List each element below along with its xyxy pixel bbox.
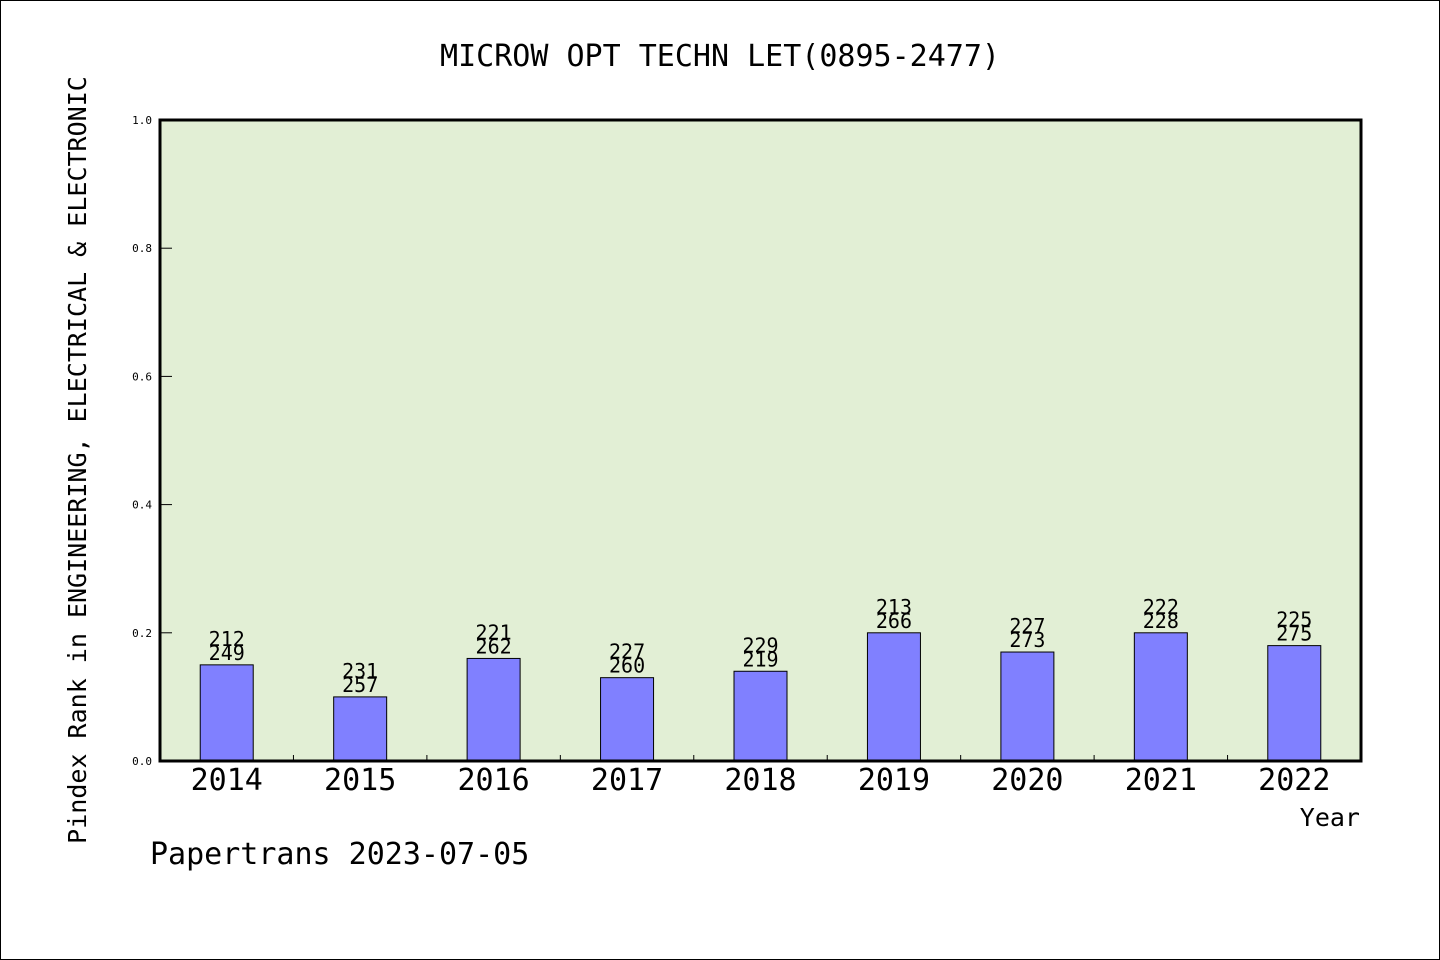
bar-label-bottom: 257 [342, 673, 378, 697]
y-tick-label: 0.8 [132, 242, 152, 255]
bar [600, 677, 655, 762]
bar [466, 657, 521, 762]
bar-label-top: 213 [876, 595, 912, 619]
y-axis: 0.0 0.2 0.4 0.6 0.8 1.0 [132, 114, 172, 768]
bar-label-top: 229 [742, 633, 778, 657]
x-tick-label: 2014 [191, 763, 263, 798]
bar-label-bottom: 273 [1009, 628, 1045, 652]
x-tick-label: 2015 [324, 763, 396, 798]
bar [199, 664, 254, 762]
y-tick-label: 0.4 [132, 499, 152, 512]
x-tick-label: 2019 [858, 763, 930, 798]
bars [199, 632, 1322, 762]
bar-label-bottom: 249 [209, 641, 245, 665]
bar-label-top: 225 [1276, 608, 1312, 632]
x-tick-label: 2022 [1258, 763, 1330, 798]
footer-credit: Papertrans 2023-07-05 [150, 837, 529, 872]
bar-label-bottom: 262 [476, 634, 512, 658]
bar [1000, 651, 1055, 762]
bar-label-bottom: 275 [1276, 622, 1312, 646]
y-tick-label: 1.0 [132, 114, 152, 127]
bar-label-top: 231 [342, 659, 378, 683]
bar-label-bottom: 219 [742, 647, 778, 671]
y-tick-label: 0.2 [132, 627, 152, 640]
x-tick-label: 2021 [1125, 763, 1197, 798]
bar-label-bottom: 228 [1143, 609, 1179, 633]
bar [866, 632, 921, 762]
y-tick-label: 0.0 [132, 755, 152, 768]
bar-label-top: 227 [609, 640, 645, 664]
plot-border [158, 118, 1363, 763]
bar [733, 670, 788, 762]
chart-title: MICROW OPT TECHN LET(0895-2477) [440, 39, 1000, 74]
y-axis-label: Pindex Rank in ENGINEERING, ELECTRICAL &… [63, 76, 92, 844]
x-axis-label: Year [1300, 803, 1360, 832]
x-axis: 2014 2015 2016 2017 2018 2019 2020 2021 2022 [191, 763, 1331, 798]
x-tick-label: 2018 [724, 763, 796, 798]
x-tick-label: 2020 [991, 763, 1063, 798]
bar-label-bottom: 260 [609, 654, 645, 678]
bar [1267, 645, 1322, 762]
bar-label-bottom: 266 [876, 609, 912, 633]
x-tick-label: 2017 [591, 763, 663, 798]
bar [1133, 632, 1188, 762]
bar-label-top: 212 [209, 627, 245, 651]
x-tick-label: 2016 [457, 763, 529, 798]
bar-label-top: 227 [1009, 614, 1045, 638]
bar-label-top: 222 [1143, 595, 1179, 619]
y-tick-label: 0.6 [132, 370, 152, 383]
bar-label-top: 221 [476, 620, 512, 644]
bar [333, 696, 388, 762]
